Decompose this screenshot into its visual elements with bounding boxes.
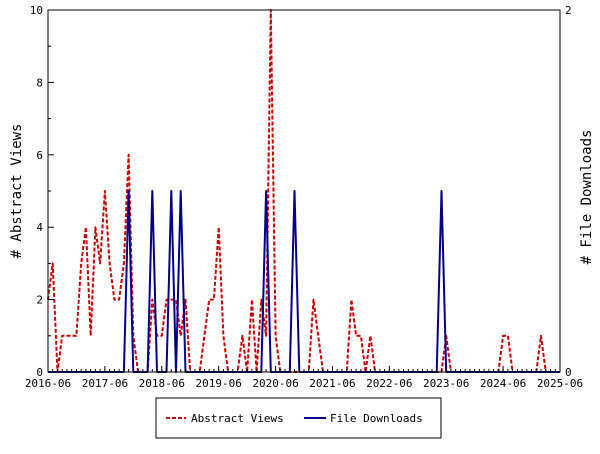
x-tick-label: 2020-06: [252, 377, 298, 390]
x-tick-label: 2024-06: [480, 377, 526, 390]
y-right-tick-label: 0: [565, 366, 572, 379]
y-right-axis-title: # File Downloads: [579, 130, 595, 265]
x-tick-label: 2025-06: [537, 377, 583, 390]
y-left-tick-label: 4: [36, 221, 43, 234]
y-left-tick-label: 2: [36, 294, 43, 307]
y-left-tick-label: 10: [30, 4, 43, 17]
y-left-tick-label: 0: [36, 366, 43, 379]
x-tick-label: 2017-06: [82, 377, 128, 390]
x-tick-label: 2019-06: [195, 377, 241, 390]
x-tick-label: 2022-06: [366, 377, 412, 390]
y-left-tick-label: 6: [36, 149, 43, 162]
legend-box: [155, 397, 442, 439]
axes-layer: 2016-06 2017-06 2018-06 2019-06 2020-06 2021-…: [25, 4, 583, 390]
x-tick-label: 2016-06: [25, 377, 71, 390]
y-left-tick-label: 8: [36, 76, 43, 89]
legend-label-file-downloads: File Downloads: [330, 412, 423, 425]
x-tick-label: 2018-06: [139, 377, 185, 390]
legend-label-abstract-views: Abstract Views: [191, 412, 284, 425]
legend: Abstract Views File Downloads: [155, 397, 442, 439]
y-left-axis-title: # Abstract Views: [9, 124, 25, 259]
y-right-tick-label: 2: [565, 4, 572, 17]
x-tick-label: 2021-06: [309, 377, 355, 390]
x-tick-label: 2023-06: [423, 377, 469, 390]
